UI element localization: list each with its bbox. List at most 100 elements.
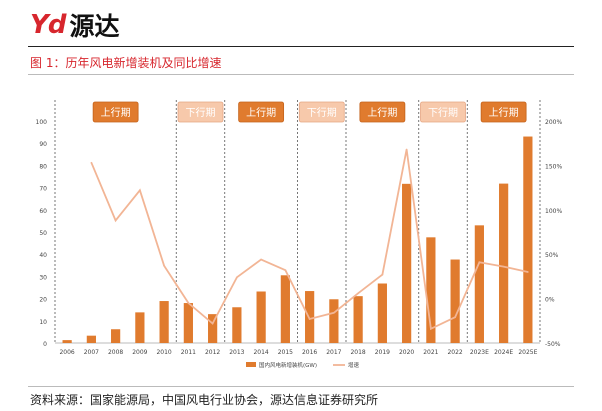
growth-point xyxy=(187,302,190,304)
bar xyxy=(280,275,290,343)
bar xyxy=(86,335,96,343)
bar xyxy=(499,183,509,343)
growth-point xyxy=(308,318,311,320)
bar xyxy=(377,283,387,343)
x-tick-label: 2016 xyxy=(302,349,317,356)
x-tick-label: 2025E xyxy=(518,349,537,356)
phase-box xyxy=(92,101,139,123)
phase-box xyxy=(298,101,345,123)
growth-point xyxy=(333,312,335,314)
bar xyxy=(111,329,121,343)
growth-point xyxy=(405,148,408,151)
logo-mark: Yd xyxy=(30,10,66,40)
phase-box xyxy=(480,101,527,123)
bar xyxy=(62,340,72,343)
x-tick-label: 2022 xyxy=(447,349,462,356)
x-tick-label: 2019 xyxy=(375,349,390,356)
growth-point xyxy=(430,327,432,330)
x-tick-label: 2011 xyxy=(181,349,196,356)
bar xyxy=(474,225,484,343)
x-tick-label: 2008 xyxy=(108,349,123,356)
header-divider xyxy=(28,46,574,47)
y-right-tick-label: 150% xyxy=(545,163,562,170)
title-divider xyxy=(28,74,574,75)
phase-label: 上行期 xyxy=(246,106,276,119)
bar xyxy=(159,301,169,343)
bar xyxy=(353,296,363,343)
x-tick-label: 2012 xyxy=(205,349,220,356)
bar xyxy=(329,299,339,343)
y-left-tick-label: 80 xyxy=(39,163,47,170)
y-left-tick-label: 20 xyxy=(39,297,47,304)
x-tick-label: 2006 xyxy=(59,349,74,356)
x-tick-label: 2007 xyxy=(84,349,99,356)
bar xyxy=(426,237,436,343)
figure-title: 图 1：历年风电新增装机及同比增速 xyxy=(30,56,222,70)
legend-label-line: 增速 xyxy=(348,361,360,369)
x-tick-label: 2018 xyxy=(350,349,365,356)
x-tick-label: 2023E xyxy=(470,349,489,356)
growth-point xyxy=(260,258,262,261)
x-tick-label: 2017 xyxy=(326,349,341,356)
x-tick-label: 2015 xyxy=(278,349,293,356)
x-tick-label: 2013 xyxy=(229,349,244,356)
growth-point xyxy=(527,271,529,273)
y-left-tick-label: 50 xyxy=(39,230,47,237)
y-right-tick-label: 100% xyxy=(545,208,562,215)
phase-box xyxy=(420,101,466,123)
bar xyxy=(183,303,193,343)
y-left-tick-label: 0 xyxy=(43,341,47,348)
y-left-tick-label: 30 xyxy=(39,274,47,281)
legend-label-bar: 国内风电新增装机(GW) xyxy=(259,361,317,369)
phase-box xyxy=(177,101,224,123)
bar xyxy=(208,314,218,343)
phase-label: 上行期 xyxy=(367,106,397,119)
x-tick-label: 2020 xyxy=(399,349,414,356)
y-left-tick-label: 100 xyxy=(36,119,48,126)
brand-logo: Yd 源达 xyxy=(30,8,119,42)
x-tick-label: 2009 xyxy=(132,349,147,356)
growth-point xyxy=(357,292,359,295)
y-left-tick-label: 70 xyxy=(39,186,47,193)
x-tick-label: 2010 xyxy=(156,349,171,356)
phase-label: 上行期 xyxy=(101,106,131,119)
growth-point xyxy=(211,322,214,325)
y-left-tick-label: 90 xyxy=(39,141,47,148)
growth-point xyxy=(454,316,456,319)
growth-point xyxy=(236,276,238,279)
source-note: 资料来源：国家能源局，中国风电行业协会，源达信息证券研究所 xyxy=(30,393,379,407)
growth-point xyxy=(90,161,93,164)
y-left-tick-label: 40 xyxy=(39,252,47,259)
bar xyxy=(135,312,145,343)
bar xyxy=(523,136,533,343)
phase-box xyxy=(359,101,406,123)
growth-point xyxy=(114,219,117,222)
y-right-tick-label: 50% xyxy=(545,252,559,259)
y-right-tick-label: 0% xyxy=(545,297,555,304)
phase-label: 上行期 xyxy=(489,106,519,119)
legend-swatch-bar xyxy=(246,362,256,367)
bar xyxy=(402,183,412,343)
growth-point xyxy=(139,189,141,192)
growth-point xyxy=(163,264,165,267)
growth-point xyxy=(284,269,287,271)
growth-point xyxy=(381,273,384,276)
x-tick-label: 2021 xyxy=(423,349,438,356)
phase-label: 下行期 xyxy=(186,106,216,119)
growth-point xyxy=(478,261,481,263)
bar xyxy=(232,307,242,343)
growth-point xyxy=(502,265,505,268)
logo-text: 源达 xyxy=(69,12,120,41)
phase-box xyxy=(238,101,285,123)
bar xyxy=(256,291,266,343)
x-tick-label: 2014 xyxy=(253,349,268,356)
y-right-tick-label: -50% xyxy=(545,341,561,348)
x-tick-label: 2024E xyxy=(494,349,513,356)
bar xyxy=(450,259,460,343)
y-right-tick-label: 200% xyxy=(545,119,562,126)
y-left-tick-label: 10 xyxy=(39,319,47,326)
footer-divider xyxy=(28,386,574,387)
phase-label: 下行期 xyxy=(307,106,337,119)
y-left-tick-label: 60 xyxy=(39,208,47,215)
